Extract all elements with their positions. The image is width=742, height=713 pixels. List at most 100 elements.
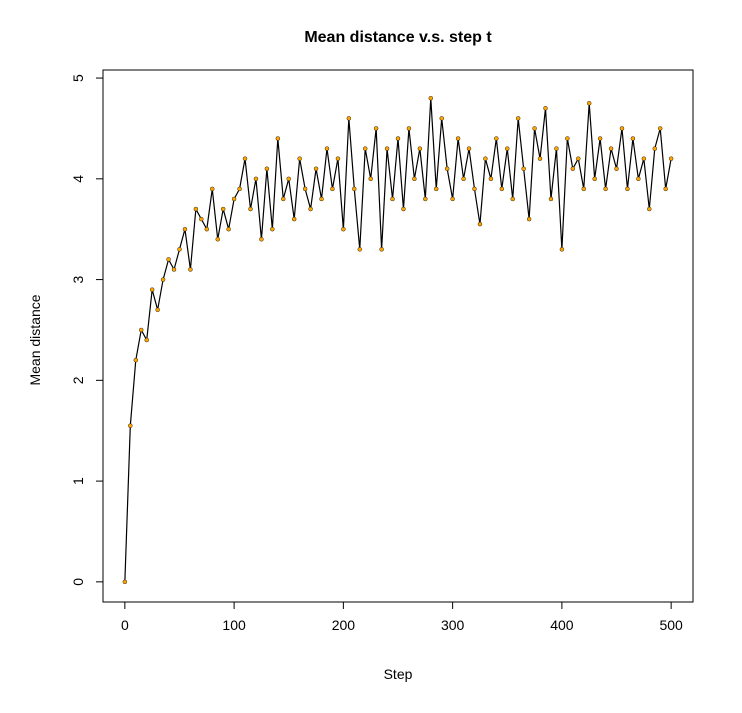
data-point [423,196,428,202]
data-point [379,247,384,252]
data-point [592,176,597,182]
data-point [636,176,641,182]
y-tick-label: 0 [70,578,86,586]
data-point [199,216,204,222]
data-point [641,156,647,161]
data-point [619,126,625,131]
data-point [565,136,570,141]
data-point [401,206,406,212]
data-point [182,226,188,232]
data-point [144,337,149,343]
data-point [526,216,532,222]
data-point [373,126,379,131]
data-point [368,176,373,182]
data-point [658,126,663,131]
data-point [210,186,215,192]
data-point [505,146,510,151]
data-point [537,156,543,161]
data-point [559,247,565,252]
data-point [220,206,226,212]
data-point [122,579,128,585]
data-point [576,156,581,161]
data-point [215,237,220,242]
data-point [188,267,193,272]
data-point [139,327,144,333]
y-tick-label: 1 [70,477,86,485]
data-point [570,166,576,171]
data-point [614,166,619,171]
x-tick-label: 300 [441,617,465,633]
data-point [155,307,160,313]
data-point [647,206,652,212]
data-point [406,126,412,131]
data-point [357,247,362,252]
data-point [133,357,138,363]
data-point [346,116,352,121]
data-point [237,186,242,192]
data-point [341,226,346,232]
data-point [444,166,450,171]
data-point [302,186,308,192]
data-point [281,196,286,202]
data-point [428,96,433,101]
data-point [521,166,526,171]
data-point [171,267,177,272]
data-point [417,146,423,151]
chart-title: Mean distance v.s. step t [304,29,492,46]
data-point [477,221,483,227]
data-point [455,136,461,141]
data-point [242,156,248,161]
data-point [313,166,319,171]
data-point [548,196,554,202]
data-point [193,206,199,212]
x-tick-label: 0 [121,617,129,633]
data-point [149,287,155,292]
data-point [587,101,592,106]
y-tick-label: 5 [70,74,86,82]
data-point [461,176,466,182]
x-axis-label: Step [384,666,413,682]
data-point [160,277,166,282]
data-point [499,186,504,192]
y-tick-label: 3 [70,275,86,283]
data-point [231,196,237,202]
data-point [363,146,368,151]
data-point [319,196,324,202]
data-point [226,226,231,232]
data-point [253,176,259,182]
x-tick-label: 400 [550,617,574,633]
data-point [603,186,608,192]
data-point [297,156,302,161]
data-point [434,186,439,192]
data-point [663,186,668,192]
data-point [581,186,586,192]
data-point [450,196,455,202]
data-point [264,166,270,171]
data-point [390,196,395,202]
data-point [335,156,341,161]
data-point [483,156,488,161]
data-point [625,186,630,192]
data-point [204,226,209,232]
data-point [494,136,499,141]
data-point [515,116,521,121]
y-tick-label: 4 [70,175,86,183]
data-point [259,237,264,242]
data-point [488,176,494,182]
data-point [292,216,297,222]
data-point [384,146,390,151]
data-point [608,146,614,151]
data-point [324,146,330,151]
data-point [275,136,281,141]
data-point [532,126,537,131]
data-point [466,146,472,151]
y-axis-label: Mean distance [27,294,43,385]
x-tick-label: 100 [222,617,246,633]
data-point [270,226,275,232]
data-point [652,146,657,151]
data-point [472,186,477,192]
data-point [630,136,636,141]
x-tick-label: 500 [659,617,683,633]
data-point [286,176,291,182]
